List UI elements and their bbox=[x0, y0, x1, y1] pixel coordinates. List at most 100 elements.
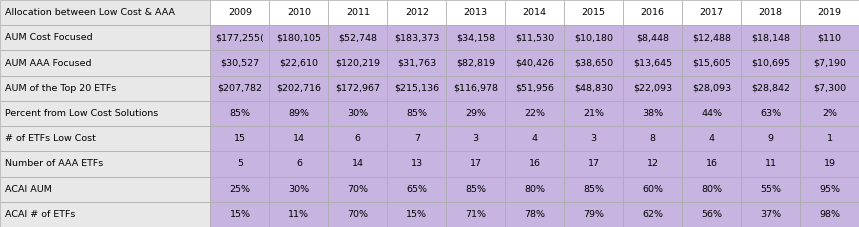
Bar bbox=[564, 151, 623, 177]
Text: $52,748: $52,748 bbox=[338, 33, 377, 42]
Text: $13,645: $13,645 bbox=[633, 59, 673, 68]
Bar bbox=[741, 151, 800, 177]
Text: $34,158: $34,158 bbox=[456, 33, 496, 42]
Text: 55%: 55% bbox=[760, 185, 781, 194]
Bar bbox=[564, 76, 623, 101]
Bar bbox=[447, 151, 505, 177]
Bar bbox=[0, 101, 210, 126]
Bar bbox=[0, 151, 210, 177]
Text: $120,219: $120,219 bbox=[335, 59, 381, 68]
Text: $7,190: $7,190 bbox=[813, 59, 846, 68]
Bar bbox=[623, 0, 682, 25]
Bar bbox=[210, 50, 270, 76]
Bar bbox=[505, 76, 564, 101]
Text: Allocation between Low Cost & AAA: Allocation between Low Cost & AAA bbox=[5, 8, 175, 17]
Text: $180,105: $180,105 bbox=[277, 33, 321, 42]
Text: $207,782: $207,782 bbox=[217, 84, 263, 93]
Bar bbox=[387, 101, 447, 126]
Text: $110: $110 bbox=[818, 33, 842, 42]
Bar bbox=[387, 151, 447, 177]
Text: 78%: 78% bbox=[524, 210, 545, 219]
Bar bbox=[270, 50, 328, 76]
Text: $8,448: $8,448 bbox=[637, 33, 669, 42]
Text: 2009: 2009 bbox=[228, 8, 252, 17]
Text: $116,978: $116,978 bbox=[454, 84, 498, 93]
Bar bbox=[270, 202, 328, 227]
Text: 98%: 98% bbox=[819, 210, 840, 219]
Text: 4: 4 bbox=[532, 134, 538, 143]
Bar bbox=[682, 151, 741, 177]
Bar bbox=[0, 177, 210, 202]
Text: 2018: 2018 bbox=[758, 8, 783, 17]
Bar bbox=[800, 202, 859, 227]
Text: 30%: 30% bbox=[289, 185, 309, 194]
Bar bbox=[505, 177, 564, 202]
Text: ACAI # of ETFs: ACAI # of ETFs bbox=[5, 210, 76, 219]
Text: 60%: 60% bbox=[643, 185, 663, 194]
Bar bbox=[447, 0, 505, 25]
Bar bbox=[682, 126, 741, 151]
Bar bbox=[623, 126, 682, 151]
Bar bbox=[270, 0, 328, 25]
Bar bbox=[682, 202, 741, 227]
Text: 2012: 2012 bbox=[405, 8, 429, 17]
Text: $177,255(: $177,255( bbox=[216, 33, 265, 42]
Text: $40,426: $40,426 bbox=[515, 59, 554, 68]
Bar bbox=[447, 126, 505, 151]
Text: 70%: 70% bbox=[347, 185, 369, 194]
Text: 11: 11 bbox=[765, 159, 777, 168]
Text: $15,605: $15,605 bbox=[692, 59, 731, 68]
Text: 15: 15 bbox=[234, 134, 246, 143]
Bar bbox=[387, 177, 447, 202]
Text: $183,373: $183,373 bbox=[394, 33, 440, 42]
Bar bbox=[210, 25, 270, 50]
Bar bbox=[447, 177, 505, 202]
Bar bbox=[447, 50, 505, 76]
Bar bbox=[682, 0, 741, 25]
Text: 2017: 2017 bbox=[699, 8, 723, 17]
Text: 15%: 15% bbox=[406, 210, 427, 219]
Bar bbox=[800, 25, 859, 50]
Text: $172,967: $172,967 bbox=[335, 84, 381, 93]
Bar bbox=[328, 126, 387, 151]
Text: $18,148: $18,148 bbox=[751, 33, 790, 42]
Bar bbox=[623, 177, 682, 202]
Bar bbox=[505, 0, 564, 25]
Bar bbox=[564, 50, 623, 76]
Bar bbox=[210, 126, 270, 151]
Text: 65%: 65% bbox=[406, 185, 427, 194]
Text: 8: 8 bbox=[649, 134, 655, 143]
Bar bbox=[505, 126, 564, 151]
Bar bbox=[741, 126, 800, 151]
Text: 79%: 79% bbox=[583, 210, 604, 219]
Text: $202,716: $202,716 bbox=[277, 84, 321, 93]
Text: 2%: 2% bbox=[822, 109, 837, 118]
Text: 7: 7 bbox=[414, 134, 420, 143]
Bar bbox=[564, 101, 623, 126]
Bar bbox=[270, 76, 328, 101]
Text: 3: 3 bbox=[591, 134, 597, 143]
Text: 15%: 15% bbox=[229, 210, 251, 219]
Text: $10,180: $10,180 bbox=[574, 33, 613, 42]
Bar bbox=[270, 126, 328, 151]
Bar bbox=[800, 126, 859, 151]
Text: 85%: 85% bbox=[406, 109, 427, 118]
Bar bbox=[564, 202, 623, 227]
Text: 80%: 80% bbox=[524, 185, 545, 194]
Text: 85%: 85% bbox=[229, 109, 251, 118]
Bar bbox=[0, 50, 210, 76]
Bar bbox=[210, 151, 270, 177]
Bar bbox=[682, 25, 741, 50]
Text: $11,530: $11,530 bbox=[515, 33, 554, 42]
Bar bbox=[800, 50, 859, 76]
Bar bbox=[328, 151, 387, 177]
Bar bbox=[623, 76, 682, 101]
Text: 16: 16 bbox=[705, 159, 717, 168]
Bar bbox=[623, 202, 682, 227]
Bar bbox=[387, 25, 447, 50]
Bar bbox=[741, 0, 800, 25]
Bar bbox=[800, 0, 859, 25]
Text: 71%: 71% bbox=[466, 210, 486, 219]
Text: 95%: 95% bbox=[819, 185, 840, 194]
Bar bbox=[447, 76, 505, 101]
